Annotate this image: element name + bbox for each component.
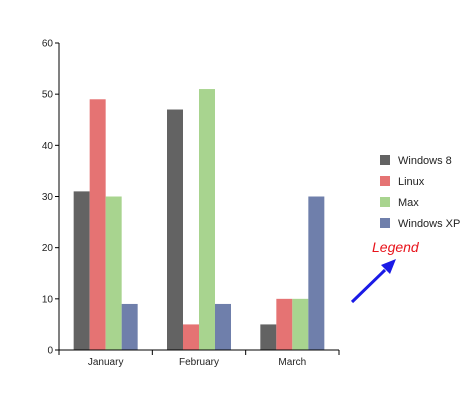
bar-linux-march — [276, 298, 293, 350]
y-tick-label: 50 — [42, 90, 54, 101]
bar-windows-8-february — [167, 109, 183, 351]
legend-swatch-windows-xp — [380, 218, 390, 228]
legend-label-windows-xp: Windows XP — [398, 218, 460, 230]
annotation-arrow-line — [350, 268, 387, 304]
annotation-arrow-head — [381, 259, 396, 274]
bar-linux-january — [89, 99, 106, 351]
bar-max-march — [292, 298, 309, 350]
legend-annotation-label: Legend — [372, 239, 420, 255]
y-tick-label: 30 — [42, 192, 54, 203]
bar-windows-xp-february — [215, 303, 231, 350]
legend-label-windows-8: Windows 8 — [398, 155, 452, 167]
bar-windows-8-march — [260, 324, 277, 350]
x-tick-label: March — [278, 357, 306, 368]
legend-swatch-linux — [380, 176, 390, 186]
bars-group — [73, 89, 325, 351]
legend-swatch-max — [380, 197, 390, 207]
legend-label-linux: Linux — [398, 176, 425, 188]
legend-swatch-windows-8 — [380, 155, 390, 165]
y-tick-label: 40 — [42, 141, 54, 152]
x-tick-label: February — [179, 357, 219, 368]
x-tick-label: January — [88, 357, 124, 368]
y-tick-label: 10 — [42, 294, 54, 305]
bar-max-january — [105, 196, 122, 350]
bar-linux-february — [183, 324, 199, 350]
legend: Windows 8 Linux Max Windows XP — [380, 155, 460, 230]
axes-group: 0 10 20 30 40 50 60 January February March — [42, 39, 340, 368]
bar-windows-8-january — [73, 191, 90, 350]
y-tick-label: 60 — [42, 39, 54, 50]
legend-label-max: Max — [398, 197, 419, 209]
bar-max-february — [199, 89, 215, 351]
y-tick-label: 0 — [47, 346, 53, 357]
bar-windows-xp-january — [121, 303, 138, 350]
y-tick-label: 20 — [42, 243, 54, 254]
legend-annotation: Legend — [350, 239, 420, 304]
bar-windows-xp-march — [308, 196, 325, 350]
